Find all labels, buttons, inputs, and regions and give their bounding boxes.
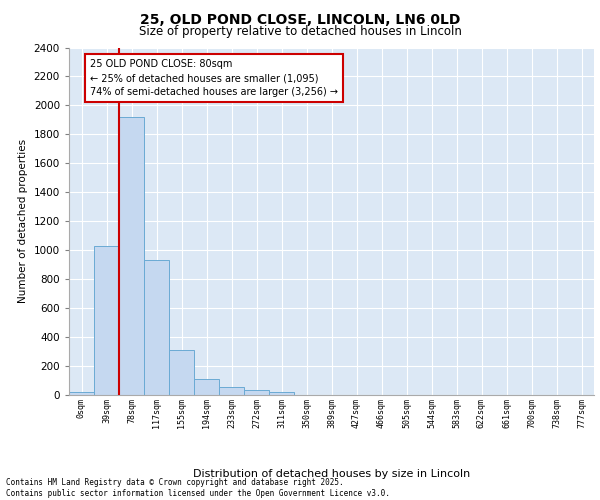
Text: Size of property relative to detached houses in Lincoln: Size of property relative to detached ho… [139, 25, 461, 38]
Bar [69, 392, 94, 395]
Bar [119, 117, 144, 395]
Bar [169, 350, 194, 395]
Text: Contains HM Land Registry data © Crown copyright and database right 2025.
Contai: Contains HM Land Registry data © Crown c… [6, 478, 390, 498]
Text: 25, OLD POND CLOSE, LINCOLN, LN6 0LD: 25, OLD POND CLOSE, LINCOLN, LN6 0LD [140, 12, 460, 26]
Bar [244, 390, 269, 395]
Bar [269, 392, 294, 395]
Bar [194, 379, 219, 395]
Bar [219, 387, 244, 395]
Text: 25 OLD POND CLOSE: 80sqm
← 25% of detached houses are smaller (1,095)
74% of sem: 25 OLD POND CLOSE: 80sqm ← 25% of detach… [90, 59, 338, 97]
Y-axis label: Number of detached properties: Number of detached properties [18, 139, 28, 304]
Bar [94, 246, 119, 395]
Bar [144, 260, 169, 395]
X-axis label: Distribution of detached houses by size in Lincoln: Distribution of detached houses by size … [193, 470, 470, 480]
